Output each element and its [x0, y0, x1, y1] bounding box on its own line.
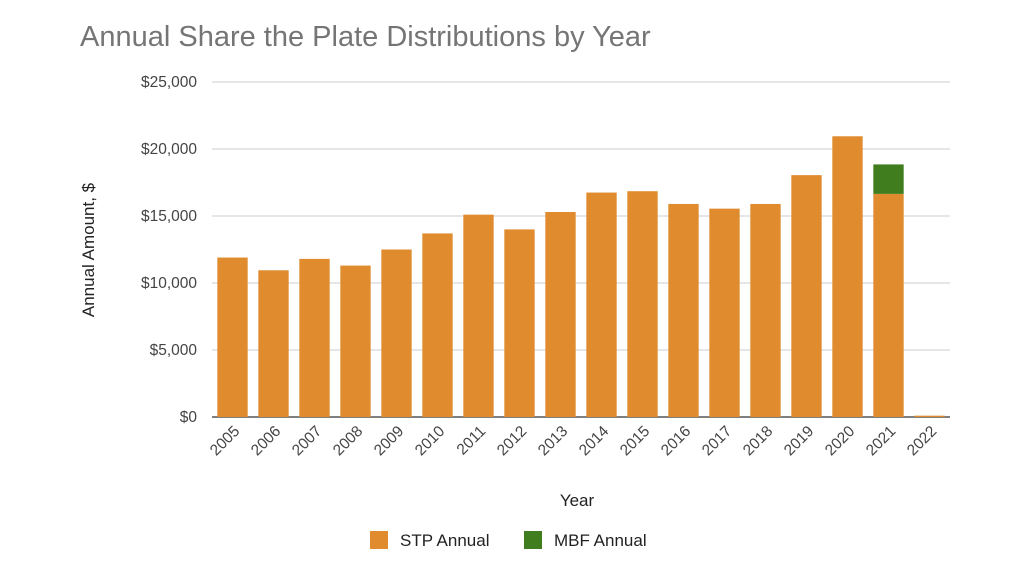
y-tick-label: $20,000 [141, 141, 197, 158]
bar-stp-annual-2008 [340, 265, 371, 417]
x-tick-label: 2012 [494, 423, 530, 459]
bar-stp-annual-2021 [873, 193, 904, 417]
x-tick-label: 2018 [740, 423, 776, 459]
bar-stp-annual-2015 [627, 191, 658, 417]
x-tick-label: 2009 [371, 423, 407, 459]
x-tick-label: 2014 [576, 423, 613, 460]
bar-stp-annual-2011 [463, 214, 494, 417]
bar-stp-annual-2010 [422, 233, 453, 417]
legend-label: MBF Annual [554, 531, 647, 550]
x-tick-label: 2019 [781, 423, 817, 459]
y-tick-label: $5,000 [150, 342, 198, 359]
bar-stp-annual-2019 [791, 175, 822, 417]
x-tick-label: 2007 [289, 423, 325, 459]
bar-stp-annual-2009 [381, 249, 412, 417]
bar-stp-annual-2018 [750, 203, 781, 417]
y-tick-label: $25,000 [141, 74, 197, 91]
x-tick-label: 2017 [699, 423, 735, 459]
x-tick-label: 2006 [248, 423, 284, 459]
y-axis-ticks: $0 $5,000 $10,000 $15,000 $20,000 $25,000 [141, 74, 197, 426]
x-tick-label: 2020 [822, 423, 859, 460]
bar-stp-annual-2012 [504, 229, 535, 417]
bar-stp-annual-2013 [545, 211, 576, 417]
bar-stp-annual-2016 [668, 203, 699, 417]
bar-stp-annual-2014 [586, 192, 617, 417]
x-axis-ticks: 2005 2006 2007 2008 2009 2010 2011 2012 2013 2014… [207, 423, 940, 460]
x-tick-label: 2015 [617, 423, 653, 459]
x-tick-label: 2011 [454, 423, 490, 459]
bar-stp-annual-2007 [299, 258, 330, 417]
bar-stp-annual-2022 [914, 415, 945, 417]
x-tick-label: 2005 [207, 423, 243, 459]
y-tick-label: $15,000 [141, 208, 197, 225]
legend: STP Annual MBF Annual [370, 531, 647, 550]
y-tick-label: $10,000 [141, 275, 197, 292]
x-tick-label: 2016 [658, 423, 694, 459]
bar-stp-annual-2005 [217, 257, 248, 417]
bar-mbf-annual-2021 [873, 164, 904, 194]
x-tick-label: 2013 [535, 423, 571, 459]
y-tick-label: $0 [180, 409, 198, 426]
legend-swatch-stp-annual [370, 531, 388, 549]
legend-swatch-mbf-annual [524, 531, 542, 549]
x-tick-label: 2022 [904, 423, 940, 459]
bars [217, 136, 945, 417]
legend-label: STP Annual [400, 531, 489, 550]
bar-stp-annual-2020 [832, 136, 863, 417]
x-tick-label: 2021 [863, 423, 899, 459]
x-axis-title: Year [560, 491, 595, 510]
chart-title: Annual Share the Plate Distributions by … [80, 21, 651, 53]
gridlines [212, 81, 950, 418]
y-axis-title: Annual Amount, $ [79, 182, 98, 317]
bar-stp-annual-2017 [709, 208, 740, 417]
x-tick-label: 2010 [412, 423, 449, 460]
bar-stp-annual-2006 [258, 270, 289, 417]
x-tick-label: 2008 [330, 423, 366, 459]
